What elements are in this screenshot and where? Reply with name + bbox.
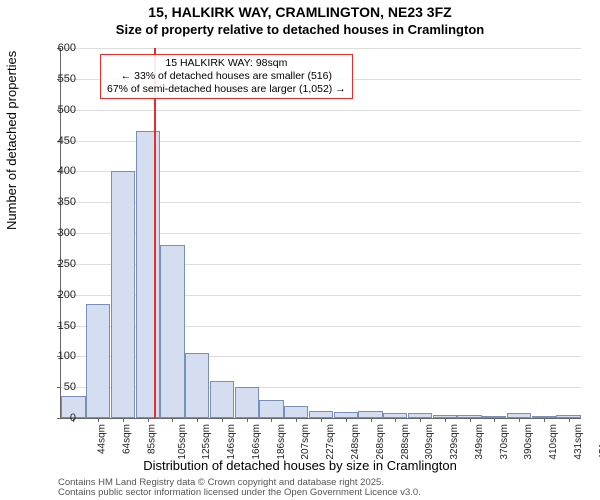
chart-title-line2: Size of property relative to detached ho… <box>0 22 600 37</box>
ytick-label: 450 <box>58 135 76 147</box>
xtick-mark <box>519 418 520 422</box>
xtick-mark <box>420 418 421 422</box>
histogram-bar <box>185 353 209 418</box>
xtick-mark <box>148 418 149 422</box>
xtick-label: 390sqm <box>523 424 534 460</box>
xtick-label: 268sqm <box>375 424 386 460</box>
gridline-h <box>61 48 581 49</box>
ytick-label: 50 <box>64 381 76 393</box>
ytick-label: 550 <box>58 73 76 85</box>
histogram-bar <box>160 245 184 418</box>
xtick-mark <box>222 418 223 422</box>
histogram-bar <box>259 400 283 419</box>
ytick-label: 250 <box>58 258 76 270</box>
histogram-bar <box>86 304 110 418</box>
ytick-label: 0 <box>70 412 76 424</box>
annotation-line2: ← 33% of detached houses are smaller (51… <box>107 70 346 83</box>
xtick-label: 125sqm <box>202 424 213 460</box>
xtick-label: 186sqm <box>276 424 287 460</box>
xtick-mark <box>123 418 124 422</box>
xtick-label: 44sqm <box>97 424 108 454</box>
histogram-bar <box>235 387 259 418</box>
xtick-mark <box>172 418 173 422</box>
ytick-label: 350 <box>58 196 76 208</box>
xtick-mark <box>98 418 99 422</box>
xtick-label: 288sqm <box>400 424 411 460</box>
ytick-label: 100 <box>58 350 76 362</box>
xtick-mark <box>494 418 495 422</box>
histogram-bar <box>309 411 333 418</box>
annotation-box: 15 HALKIRK WAY: 98sqm← 33% of detached h… <box>100 54 353 99</box>
xtick-mark <box>470 418 471 422</box>
xtick-mark <box>544 418 545 422</box>
histogram-bar <box>111 171 135 418</box>
xtick-mark <box>197 418 198 422</box>
footer-line2: Contains public sector information licen… <box>58 488 421 498</box>
xtick-mark <box>271 418 272 422</box>
xtick-mark <box>296 418 297 422</box>
chart-title-line1: 15, HALKIRK WAY, CRAMLINGTON, NE23 3FZ <box>0 4 600 20</box>
xtick-label: 309sqm <box>424 424 435 460</box>
ytick-label: 150 <box>58 320 76 332</box>
ytick-label: 300 <box>58 227 76 239</box>
xtick-mark <box>247 418 248 422</box>
xtick-label: 431sqm <box>573 424 584 460</box>
xtick-label: 85sqm <box>146 424 157 454</box>
xtick-label: 207sqm <box>301 424 312 460</box>
annotation-line3: 67% of semi-detached houses are larger (… <box>107 83 346 96</box>
xtick-label: 146sqm <box>226 424 237 460</box>
ytick-label: 600 <box>58 42 76 54</box>
xtick-mark <box>395 418 396 422</box>
footer-attribution: Contains HM Land Registry data © Crown c… <box>58 478 421 499</box>
marker-line <box>154 48 156 418</box>
gridline-h <box>61 110 581 111</box>
annotation-line1: 15 HALKIRK WAY: 98sqm <box>107 57 346 70</box>
xtick-mark <box>371 418 372 422</box>
chart-container: 15, HALKIRK WAY, CRAMLINGTON, NE23 3FZ S… <box>0 0 600 500</box>
xtick-label: 329sqm <box>449 424 460 460</box>
y-axis-label: Number of detached properties <box>4 51 19 230</box>
ytick-label: 500 <box>58 104 76 116</box>
ytick-label: 200 <box>58 289 76 301</box>
xtick-mark <box>346 418 347 422</box>
xtick-label: 227sqm <box>325 424 336 460</box>
xtick-mark <box>321 418 322 422</box>
x-axis-label: Distribution of detached houses by size … <box>0 458 600 473</box>
histogram-bar <box>358 411 382 418</box>
ytick-label: 400 <box>58 165 76 177</box>
ytick-mark <box>57 418 61 419</box>
xtick-label: 370sqm <box>499 424 510 460</box>
xtick-label: 105sqm <box>177 424 188 460</box>
ytick-mark <box>57 387 61 388</box>
histogram-bar <box>284 406 308 418</box>
histogram-bar <box>136 131 160 418</box>
xtick-label: 349sqm <box>474 424 485 460</box>
histogram-bar <box>210 381 234 418</box>
xtick-label: 248sqm <box>350 424 361 460</box>
xtick-mark <box>445 418 446 422</box>
xtick-mark <box>569 418 570 422</box>
plot-area: 15 HALKIRK WAY: 98sqm← 33% of detached h… <box>60 48 581 419</box>
xtick-label: 166sqm <box>251 424 262 460</box>
xtick-label: 64sqm <box>122 424 133 454</box>
xtick-label: 410sqm <box>548 424 559 460</box>
